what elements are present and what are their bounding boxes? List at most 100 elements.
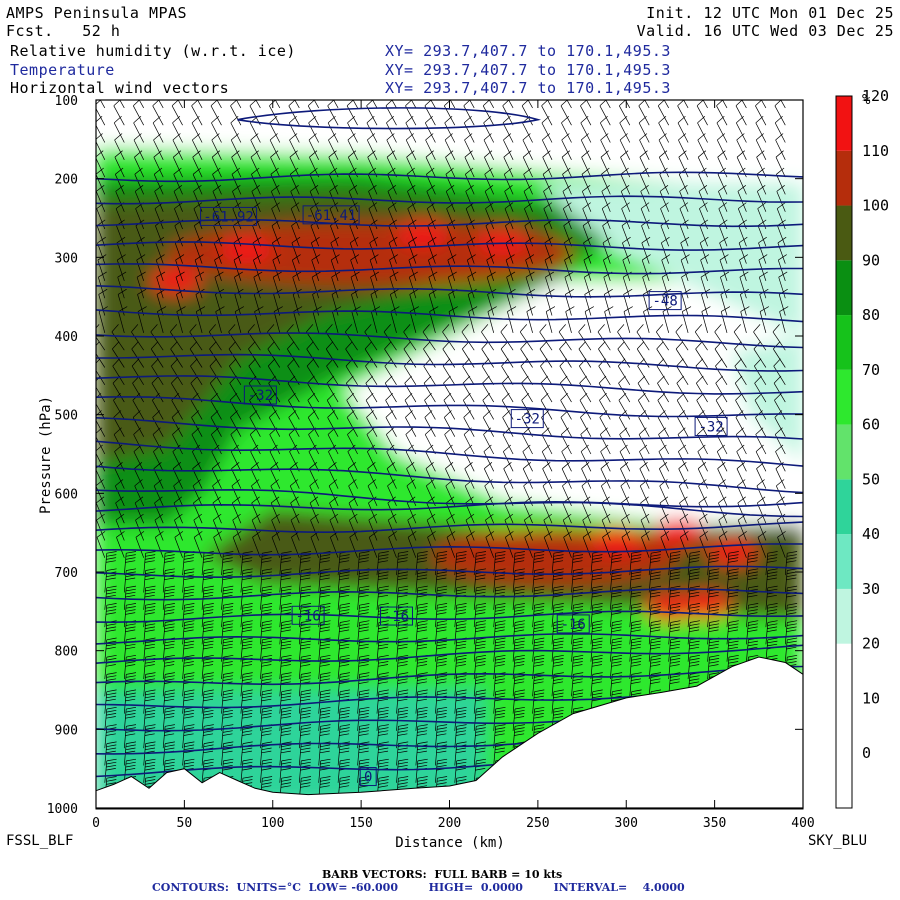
wind-barb-1211	[658, 462, 670, 489]
wind-barb-633	[385, 392, 397, 420]
wind-barb-224	[191, 410, 203, 437]
wind-barb-451	[313, 100, 320, 109]
wind-barb-1302	[707, 620, 720, 645]
rh-peak-5	[653, 518, 706, 547]
field-wind-name: Horizontal wind vectors	[10, 79, 230, 97]
wind-barb-734	[435, 724, 448, 749]
wind-barb-1462	[784, 551, 798, 576]
wind-barb-756	[443, 392, 456, 420]
wind-barb-824	[484, 150, 495, 178]
wind-barb-242	[201, 724, 214, 749]
wind-barb-1292	[697, 444, 708, 472]
wind-barb-405	[279, 706, 292, 731]
wind-barb-1006	[561, 462, 572, 489]
wind-barb-784	[464, 167, 475, 195]
wind-barb-1116	[622, 236, 631, 264]
wind-barb-387	[268, 392, 281, 420]
x-tick-label-3: 150	[349, 816, 372, 831]
wind-barb-619	[386, 150, 397, 178]
wind-barb-724	[435, 551, 448, 576]
wind-barb-1058	[590, 654, 603, 680]
wind-barb-1245	[675, 341, 689, 368]
wind-barb-34	[104, 672, 117, 697]
wind-barb-945	[541, 115, 553, 143]
y-tick-label-4: 500	[55, 409, 78, 424]
wind-barb-979	[551, 706, 564, 731]
wind-barb-145	[153, 462, 164, 489]
colorbar-swatch-1	[836, 698, 852, 754]
wind-barb-914	[526, 288, 536, 316]
wind-barb-601	[376, 551, 389, 576]
wind-barb-281	[221, 689, 234, 714]
wind-barb-674	[404, 392, 417, 420]
wind-barb-182	[171, 392, 183, 420]
wind-barb-656	[411, 100, 417, 109]
contour-label-box-8	[556, 614, 590, 634]
wind-barb-598	[368, 496, 378, 524]
wind-barb-1298	[707, 551, 720, 576]
wind-barb-476	[310, 513, 320, 541]
wind-barb-482	[318, 620, 331, 645]
wind-barb-937	[532, 689, 545, 714]
wind-barb-1287	[695, 358, 708, 385]
wind-barb-889	[512, 568, 525, 593]
wind-barb-358	[260, 603, 273, 628]
wind-barb-314	[240, 551, 253, 576]
wind-barb-1041	[579, 358, 592, 385]
wind-barb-666	[408, 254, 418, 282]
wind-barb-535	[347, 115, 358, 143]
wind-barb-1098	[609, 637, 623, 662]
wind-barb-1217	[668, 568, 681, 593]
wind-barb-1256	[679, 531, 689, 558]
wind-barb-1138	[629, 620, 642, 645]
colorbar: 0 10 20 30 40 50 60 70 80 90 100 110 120%	[835, 87, 889, 809]
wind-barb-863	[502, 115, 514, 143]
wind-barb-553	[347, 427, 358, 455]
wind-barb-432	[289, 462, 300, 489]
wind-barb-1040	[578, 341, 592, 368]
wind-barb-413	[289, 133, 300, 160]
wind-barb-715	[424, 392, 436, 420]
wind-barb-228	[192, 479, 203, 507]
wind-barb-384	[267, 341, 281, 368]
wind-barb-943	[547, 100, 553, 109]
wind-barb-1373	[735, 427, 747, 455]
wind-barb-1097	[609, 620, 623, 645]
wind-barb-343	[248, 341, 261, 368]
model-title: AMPS Peninsula MPAS	[6, 4, 188, 22]
wind-barb-1069	[600, 133, 611, 160]
wind-barb-367	[260, 758, 273, 783]
wind-barb-396	[279, 551, 292, 576]
wind-barb-485	[318, 672, 331, 697]
wind-barb-65	[115, 496, 125, 524]
wind-barb-1050	[582, 513, 592, 541]
wind-barb-1329	[715, 375, 728, 403]
wind-barb-219	[189, 324, 203, 351]
temp-contour-13	[96, 465, 803, 494]
wind-barb-730	[435, 654, 448, 680]
wind-barb-999	[559, 341, 572, 368]
wind-barb-1030	[581, 167, 592, 195]
wind-barb-1051	[582, 531, 592, 558]
wind-barb-446	[298, 706, 312, 731]
wind-barb-1370	[734, 375, 747, 403]
wind-barb-788	[466, 236, 476, 264]
wind-barb-865	[503, 150, 514, 178]
wind-barb-930	[532, 568, 545, 593]
wind-barb-544	[350, 271, 360, 299]
wind-barb-1114	[621, 202, 631, 230]
wind-barb-495	[328, 133, 339, 160]
wind-barb-184	[172, 427, 183, 455]
wind-barb-465	[306, 324, 319, 351]
wind-barb-80	[123, 758, 137, 783]
wind-barb-416	[290, 185, 300, 212]
wind-barb-133	[155, 254, 165, 282]
wind-barb-1464	[784, 585, 798, 610]
colorbar-swatch-4	[836, 534, 852, 589]
wind-barb-613	[376, 758, 389, 783]
wind-barb-1259	[687, 585, 700, 610]
wind-barb-1337	[718, 513, 728, 541]
wind-barb-305	[229, 392, 242, 420]
wind-barb-670	[403, 324, 417, 351]
wind-barb-620	[387, 167, 397, 195]
